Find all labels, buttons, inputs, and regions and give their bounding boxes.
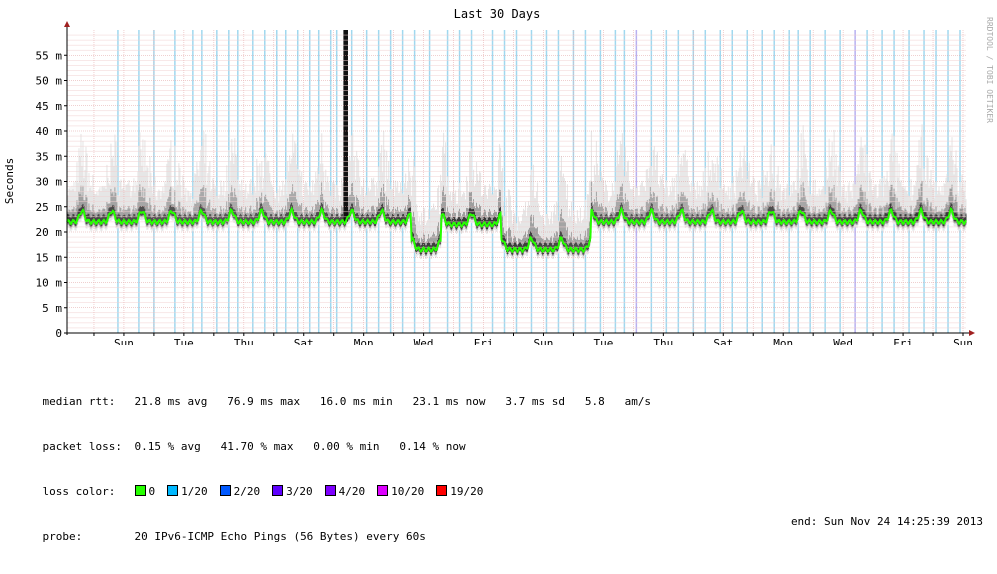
axes (64, 21, 975, 336)
loss-color-swatch (219, 485, 231, 496)
x-tick-label: Tue (593, 337, 613, 345)
y-tick-label: 55 m (36, 49, 63, 62)
y-tick-label: 10 m (36, 277, 63, 290)
loss-color-swatch (272, 485, 284, 496)
latency-chart: Last 30 Days Seconds RRDTOOL / TOBI OETI… (3, 7, 994, 345)
loss-color-item: 10/20 (377, 485, 424, 498)
loss-color-row: loss color: 0 1/20 2/20 3/20 4/20 10/20 19/20 (16, 469, 991, 498)
loss-color-text: 3/20 (286, 485, 313, 498)
x-tick-label: Mon (354, 337, 374, 345)
loss-color-label: loss color: (42, 485, 116, 498)
loss-color-text: 2/20 (233, 485, 261, 498)
median-rtt-values: 21.8 ms avg 76.9 ms max 16.0 ms min 23.1… (134, 395, 652, 408)
loss-color-item: 4/20 (324, 485, 366, 498)
loss-color-item: 2/20 (219, 485, 261, 498)
y-tick-label: 25 m (36, 201, 63, 214)
median-rtt-label: median rtt: (42, 395, 116, 408)
packet-loss-label: packet loss: (42, 440, 122, 453)
y-tick-label: 35 m (36, 150, 63, 163)
x-tick-label: Sat (294, 337, 314, 345)
legend: median rtt: 21.8 ms avg 76.9 ms max 16.0 … (16, 349, 991, 544)
x-tick-label: Sun (953, 337, 973, 345)
y-tick-label: 45 m (36, 100, 63, 113)
loss-color-text: 0 (148, 485, 156, 498)
loss-color-item: 1/20 (167, 485, 208, 498)
x-tick-label: Tue (174, 337, 194, 345)
loss-color-swatch (324, 485, 336, 496)
loss-color-item: 0 (134, 485, 156, 498)
loss-color-item: 3/20 (272, 485, 313, 498)
median-line (66, 206, 967, 254)
loss-color-text: 10/20 (391, 485, 425, 498)
median-rtt-row: median rtt: 21.8 ms avg 76.9 ms max 16.0 … (16, 379, 991, 408)
loss-color-swatch (377, 485, 389, 496)
grid (67, 30, 966, 333)
loss-color-text: 4/20 (338, 485, 366, 498)
x-tick-label: Mon (773, 337, 793, 345)
packet-loss-row: packet loss: 0.15 % avg 41.70 % max 0.00 … (16, 424, 991, 453)
y-tick-label: 50 m (36, 75, 63, 88)
probe-row: probe: 20 IPv6-ICMP Echo Pings (56 Bytes)… (16, 514, 991, 543)
x-tick-label: Wed (833, 337, 853, 345)
x-tick-label: Sat (713, 337, 733, 345)
chart-title: Last 30 Days (454, 7, 541, 21)
y-axis-label: Seconds (3, 158, 16, 204)
x-tick-label: Sun (534, 337, 554, 345)
x-tick-label: Fri (474, 337, 494, 345)
y-tick-label: 5 m (42, 302, 62, 315)
loss-color-item: 19/20 (436, 485, 483, 498)
x-tick-label: Thu (653, 337, 673, 345)
y-tick-label: 0 (55, 327, 62, 340)
rrdtool-watermark: RRDTOOL / TOBI OETIKER (985, 17, 994, 123)
x-tick-labels: Sun Tue Thu Sat Mon Wed Fri Sun Tue Thu Sat Mon Wed F… (114, 337, 973, 345)
packet-loss-values: 0.15 % avg 41.70 % max 0.00 % min 0.14 %… (134, 440, 466, 453)
y-tick-label: 40 m (36, 125, 63, 138)
x-tick-label: Fri (893, 337, 913, 345)
y-tick-label: 20 m (36, 226, 63, 239)
x-tick-label: Wed (414, 337, 434, 345)
loss-color-swatch (436, 485, 448, 496)
y-axis-arrow (64, 21, 70, 27)
loss-color-text: 1/20 (181, 485, 208, 498)
loss-color-swatch (167, 485, 179, 496)
y-tick-label: 15 m (36, 251, 63, 264)
end-timestamp: end: Sun Nov 24 14:25:39 2013 (790, 515, 983, 528)
probe-label: probe: (42, 530, 83, 543)
x-tick-label: Sun (114, 337, 134, 345)
median-rtt-line (66, 206, 967, 254)
x-axis-arrow (969, 330, 975, 336)
loss-color-text: 19/20 (450, 485, 484, 498)
loss-color-items: 0 1/20 2/20 3/20 4/20 10/20 19/20 (134, 485, 496, 498)
y-tick-label: 30 m (36, 176, 63, 189)
loss-color-swatch (134, 485, 146, 496)
probe-value: 20 IPv6-ICMP Echo Pings (56 Bytes) every… (134, 530, 426, 543)
y-tick-labels: 0 5 m 10 m 15 m 20 m 25 m 30 m 35 m 40 m 45 m 50 m… (36, 49, 63, 340)
x-tick-label: Thu (234, 337, 254, 345)
